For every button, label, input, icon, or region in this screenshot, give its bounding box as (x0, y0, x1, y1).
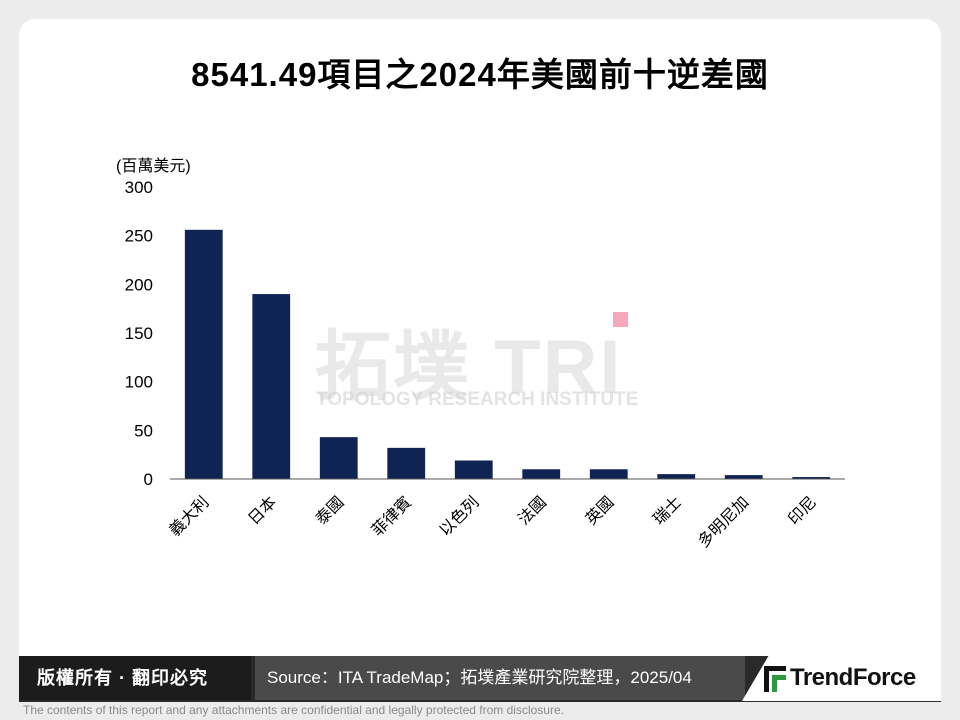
bar-3 (319, 437, 358, 479)
x-tick-label: 瑞士 (650, 493, 685, 528)
bar-6 (522, 469, 561, 479)
bar-8 (657, 474, 696, 479)
bar-chart: (百萬美元) 0 50 100 150 200 250 300 義大利 日本 泰國 菲律賓 以色列 法國英… (116, 157, 845, 551)
x-tick-label: 菲律賓 (368, 492, 415, 539)
y-tick-label: 200 (125, 275, 153, 294)
chart-title: 8541.49項目之2024年美國前十逆差國 (191, 56, 769, 93)
bar-2 (252, 294, 291, 479)
y-tick-label: 250 (125, 227, 153, 246)
x-tick-label: 多明尼加 (695, 493, 753, 551)
bar-7 (589, 469, 628, 479)
confidential-notice: The contents of this report and any atta… (23, 703, 564, 717)
bar-4 (387, 447, 426, 479)
y-tick-label: 0 (144, 470, 153, 489)
y-tick-label: 100 (125, 373, 153, 392)
y-tick-label: 50 (134, 421, 153, 440)
x-tick-label: 英國 (582, 493, 617, 528)
x-tick-label: 義大利 (166, 493, 213, 540)
y-tick-label: 300 (125, 178, 153, 197)
watermark-subtitle: TOPOLOGY RESEARCH INSTITUTE (316, 389, 639, 410)
trendforce-logo-text: TrendForce (790, 664, 916, 691)
y-tick-label: 150 (125, 324, 153, 343)
x-tick-label: 泰國 (312, 493, 347, 528)
x-tick-label: 日本 (245, 493, 280, 528)
x-tick-label: 印尼 (785, 493, 820, 528)
watermark-logo: 拓墣 TRI (315, 325, 623, 410)
bar-1 (184, 229, 223, 479)
y-axis-unit-label: (百萬美元) (116, 157, 191, 175)
footer-copyright: 版權所有 · 翻印必究 (19, 656, 251, 700)
bar-10 (792, 477, 831, 479)
bar-9 (724, 475, 763, 479)
x-tick-label: 以色列 (436, 493, 483, 540)
footer-source: Source：ITA TradeMap；拓墣產業研究院整理，2025/04 (255, 656, 745, 700)
trendforce-logo-icon (764, 666, 786, 692)
bar-5 (454, 460, 493, 479)
slide-card (19, 19, 941, 701)
watermark-dot (613, 312, 628, 327)
x-tick-label: 法國 (515, 493, 550, 528)
